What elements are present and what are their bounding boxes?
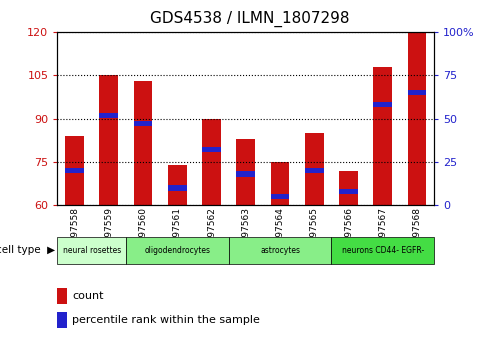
Bar bbox=[339, 189, 358, 194]
Bar bbox=[305, 168, 324, 173]
Bar bbox=[168, 185, 187, 190]
Bar bbox=[408, 90, 427, 95]
Bar bbox=[331, 237, 434, 264]
Bar bbox=[168, 165, 187, 205]
Text: oligodendrocytes: oligodendrocytes bbox=[144, 246, 210, 255]
Text: neural rosettes: neural rosettes bbox=[62, 246, 121, 255]
Text: astrocytes: astrocytes bbox=[260, 246, 300, 255]
Text: count: count bbox=[72, 291, 104, 301]
Bar bbox=[65, 168, 84, 173]
Bar bbox=[202, 147, 221, 153]
Bar bbox=[270, 162, 289, 205]
Bar bbox=[99, 113, 118, 118]
Bar bbox=[237, 139, 255, 205]
Bar bbox=[57, 312, 67, 328]
Bar bbox=[229, 237, 331, 264]
Bar bbox=[134, 81, 152, 205]
Text: neurons CD44- EGFR-: neurons CD44- EGFR- bbox=[342, 246, 424, 255]
Bar bbox=[373, 67, 392, 205]
Bar bbox=[99, 75, 118, 205]
Text: cell type  ▶: cell type ▶ bbox=[0, 245, 55, 256]
Bar bbox=[57, 237, 126, 264]
Bar bbox=[65, 136, 84, 205]
Bar bbox=[373, 102, 392, 107]
Bar bbox=[202, 119, 221, 205]
Bar bbox=[305, 133, 324, 205]
Bar bbox=[134, 121, 152, 126]
Text: percentile rank within the sample: percentile rank within the sample bbox=[72, 315, 260, 325]
Bar bbox=[57, 288, 67, 304]
Bar bbox=[339, 171, 358, 205]
Bar bbox=[126, 237, 229, 264]
Bar bbox=[237, 171, 255, 177]
Text: GDS4538 / ILMN_1807298: GDS4538 / ILMN_1807298 bbox=[150, 11, 349, 27]
Bar bbox=[270, 194, 289, 199]
Bar bbox=[408, 32, 427, 205]
